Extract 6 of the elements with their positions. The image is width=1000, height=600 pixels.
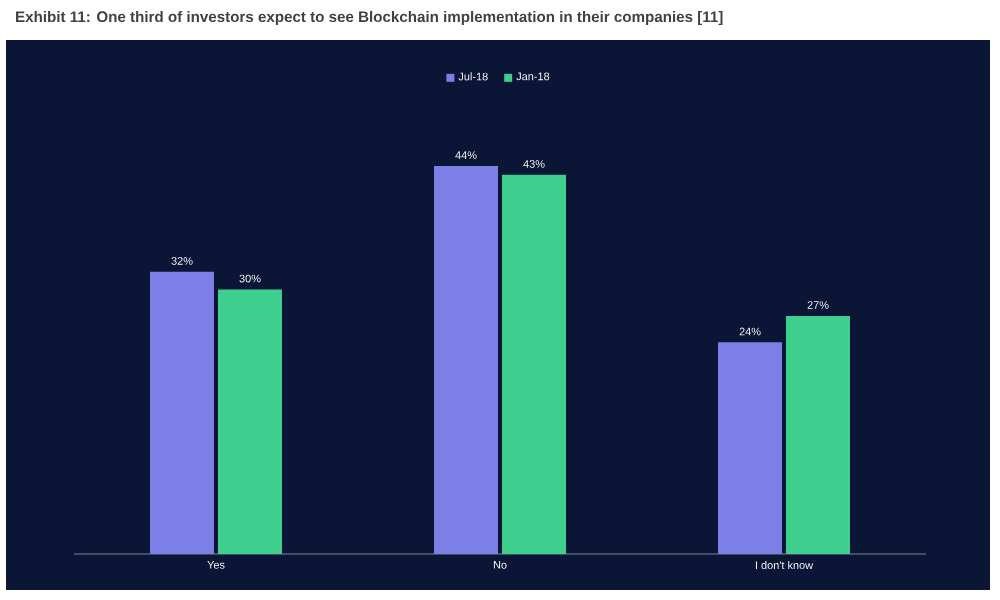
bar — [718, 342, 783, 554]
bar — [218, 289, 282, 554]
bar — [502, 174, 567, 554]
bar — [786, 315, 851, 554]
bar — [434, 165, 499, 554]
bar — [150, 271, 215, 554]
